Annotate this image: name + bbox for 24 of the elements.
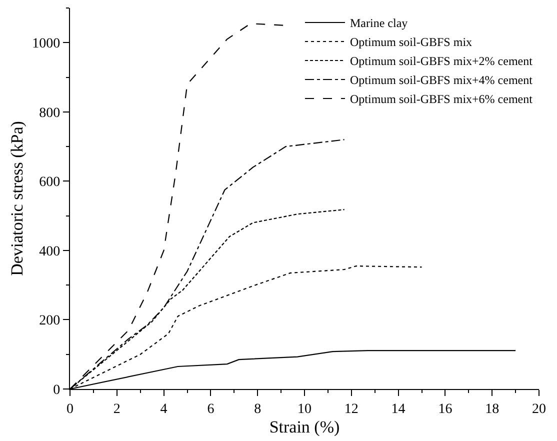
x-tick-label: 10	[298, 402, 312, 417]
x-tick-label: 8	[254, 402, 262, 417]
x-tick-label: 16	[438, 402, 452, 417]
legend-label: Optimum soil-GBFS mix	[350, 35, 472, 50]
legend-label: Optimum soil-GBFS mix+2% cement	[350, 54, 534, 68]
legend-label: Optimum soil-GBFS mix+4% cement	[350, 73, 534, 88]
x-tick-label: 4	[160, 402, 168, 417]
y-tick-label: 0	[53, 382, 60, 398]
y-axis-title: Deviatoric stress (kPa)	[8, 121, 27, 276]
y-tick-label: 800	[39, 106, 60, 121]
legend-label: Optimum soil-GBFS mix+6% cement	[350, 92, 534, 106]
x-axis-title: Strain (%)	[269, 417, 340, 436]
y-tick-label: 600	[39, 175, 60, 190]
x-tick-label: 14	[391, 402, 406, 417]
x-tick-label: 2	[113, 402, 120, 417]
x-tick-label: 18	[485, 402, 500, 417]
y-tick-label: 200	[39, 314, 60, 329]
x-tick-label: 20	[532, 402, 546, 417]
y-tick-label: 1000	[32, 36, 60, 52]
y-tick-label: 400	[39, 244, 60, 260]
x-tick-label: 0	[66, 402, 74, 417]
legend-label: Marine clay	[350, 16, 408, 30]
x-tick-label: 6	[207, 402, 214, 417]
x-tick-label: 12	[344, 402, 358, 417]
